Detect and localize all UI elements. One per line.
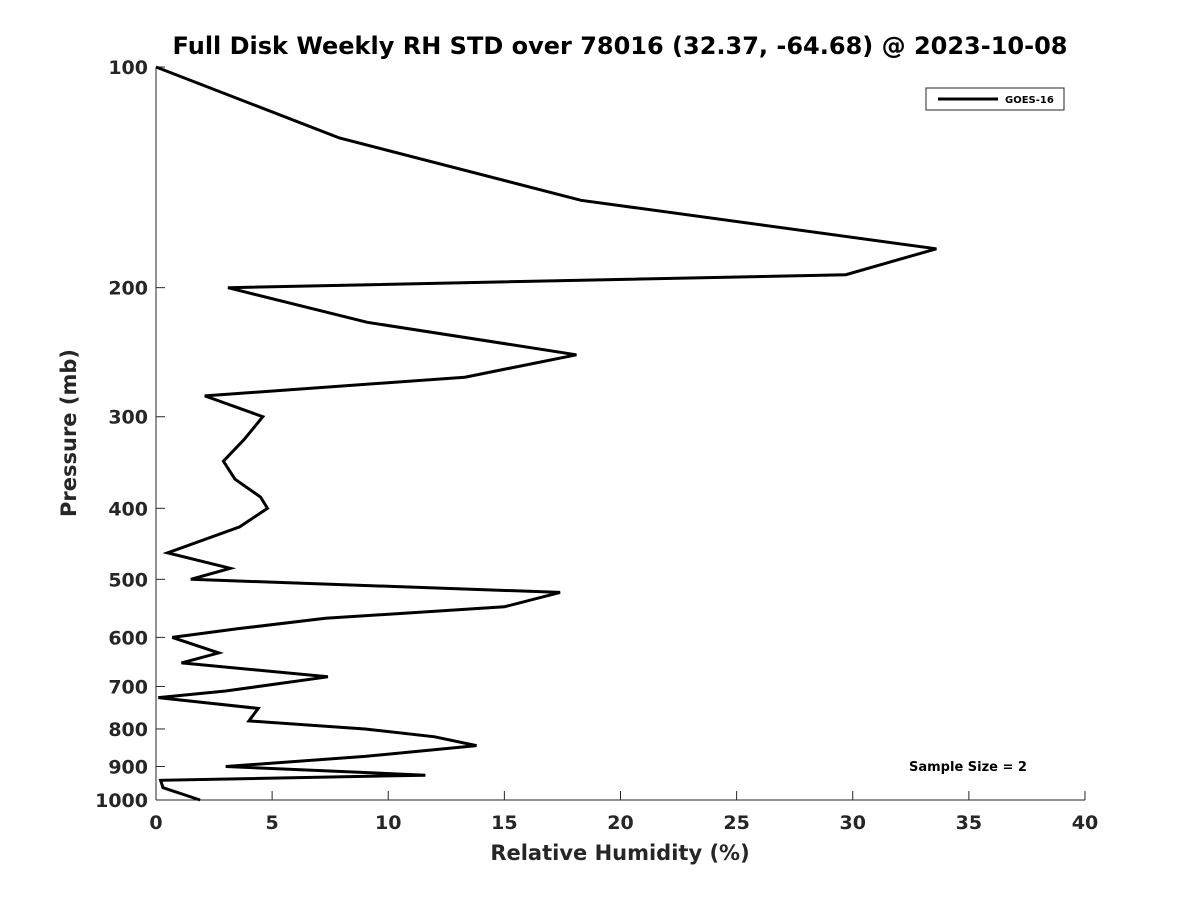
y-tick-label: 500 [108,569,148,591]
y-tick-label: 200 [108,278,148,300]
y-axis-label: Pressure (mb) [57,349,81,517]
x-tick-label: 0 [149,812,162,834]
y-tick-label: 700 [108,676,148,698]
series-line-goes-16 [155,65,937,802]
y-tick-label: 300 [108,407,148,429]
legend: GOES-16 [925,87,1065,111]
x-ticks: 0 5 10 15 20 25 30 35 40 [149,791,1098,834]
x-tick-label: 25 [723,812,749,834]
x-tick-label: 20 [607,812,633,834]
x-tick-label: 40 [1072,812,1098,834]
legend-entry-goes-16: GOES-16 [1005,95,1054,106]
chart-title: Full Disk Weekly RH STD over 78016 (32.3… [173,32,1068,60]
x-axis-label: Relative Humidity (%) [490,841,749,865]
y-tick-label: 600 [108,627,148,649]
x-tick-label: 35 [956,812,982,834]
x-tick-label: 5 [266,812,279,834]
y-tick-label: 100 [108,57,148,79]
y-tick-label: 1000 [95,790,148,812]
y-ticks: 100 200 300 400 500 600 700 800 900 1000 [95,57,165,812]
x-tick-label: 15 [491,812,517,834]
y-tick-label: 400 [108,498,148,520]
x-tick-label: 10 [375,812,401,834]
x-tick-label: 30 [840,812,866,834]
y-tick-label: 900 [108,756,148,778]
y-tick-label: 800 [108,719,148,741]
sample-size-annotation: Sample Size = 2 [909,760,1027,775]
